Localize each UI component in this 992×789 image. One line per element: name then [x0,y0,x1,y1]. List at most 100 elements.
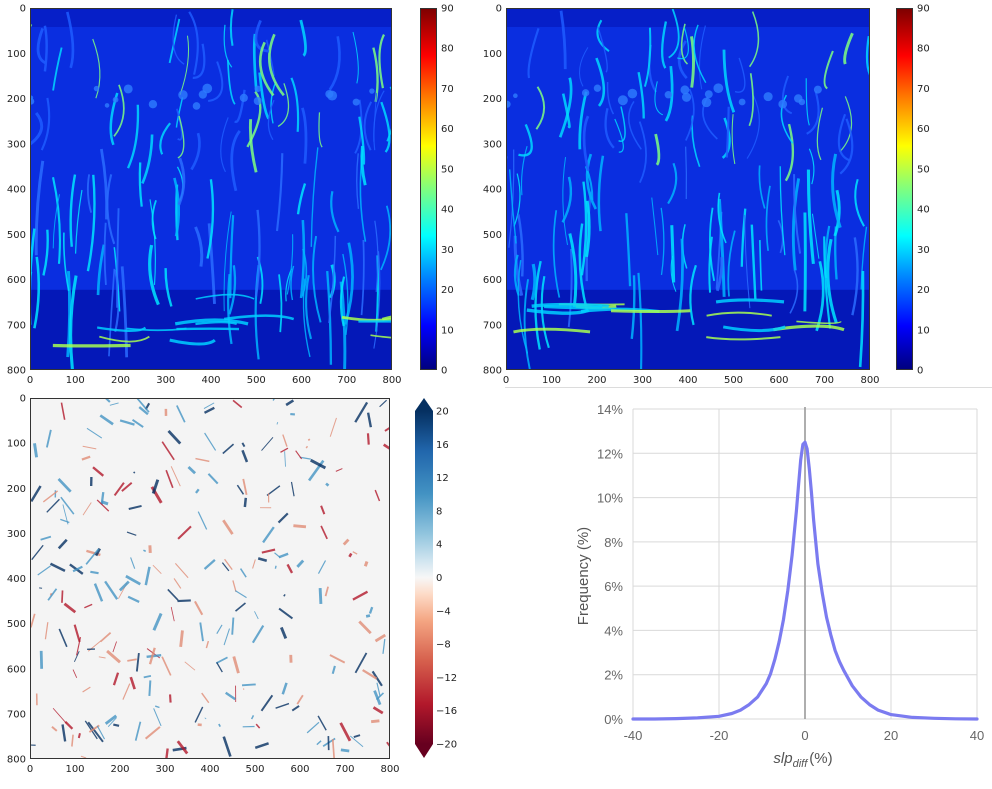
heatmap-image-1 [30,8,392,370]
y-tick-label: 600 [483,275,502,286]
colorbar-tick-label: 10 [441,325,454,336]
colorbar-tick-label: 60 [441,124,454,135]
colorbar-tick-label: 10 [917,325,930,336]
heatmap-image-2 [506,8,870,370]
y-tick-label: 200 [483,94,502,105]
x-tick-label: 700 [815,375,834,386]
y-tick-label: 400 [483,185,502,196]
y-tick-label: 800 [7,366,26,377]
y-tick-label: 10% [597,491,623,506]
x-tick-label: 400 [678,375,697,386]
y-tick-label: 500 [7,619,26,630]
x-tick-label: 700 [337,375,356,386]
colorbar-tick-label: 50 [441,164,454,175]
colorbar-tick-label: 16 [436,440,449,451]
line-chart-svg: 0% 2% 4% 6% 8% 10% 12% 14% -40 -20 0 20 40 Frequenc… [575,402,985,770]
x-tick-label: 0 [27,764,33,775]
colorbar-tick-label: 20 [917,285,930,296]
x-tick-labels: 0 100 200 300 400 500 600 700 800 [27,764,400,775]
x-tick-label: 40 [970,728,984,743]
x-tick-label: 200 [111,375,130,386]
x-tick-label: 600 [769,375,788,386]
heatmap-panel-difference: 0 100 200 300 400 500 600 700 800 0 100 200 300 400 5… [0,387,460,785]
colorbar-tick-label: 50 [917,164,930,175]
y-tick-label: 800 [483,366,502,377]
x-tick-label: 0 [503,375,509,386]
x-tick-labels: 0 100 200 300 400 500 600 700 800 [27,375,402,386]
colorbar-tick-label: 80 [917,44,930,55]
colorbar-tick-label: −8 [436,640,451,651]
y-tick-label: 700 [483,320,502,331]
y-tick-label: 0 [20,4,26,15]
y-axis-label: Frequency (%) [575,527,592,625]
y-tick-label: 700 [7,709,26,720]
y-tick-labels: 0 100 200 300 400 500 600 700 800 [7,4,26,377]
y-tick-label: 8% [604,535,623,550]
x-tick-label: 20 [884,728,898,743]
x-tick-label: 200 [110,764,129,775]
x-tick-labels: -40 -20 0 20 40 [624,728,985,743]
x-tick-label: 0 [801,728,808,743]
colorbar-tick-label: 40 [441,205,454,216]
x-tick-label: 200 [587,375,606,386]
colorbar-tick-label: 90 [441,4,454,15]
x-tick-label: 400 [200,764,219,775]
x-tick-label: 300 [156,375,175,386]
y-tick-label: 0% [604,712,623,727]
y-tick-label: 14% [597,402,623,417]
colorbar-tick-label: −4 [436,606,451,617]
y-tick-label: 200 [7,94,26,105]
colorbar-tick-label: 30 [441,245,454,256]
x-tick-label: 800 [860,375,879,386]
colorbar-tick-label: 20 [436,407,449,418]
panel-divider [505,387,992,388]
colorbar-top-arrow [415,398,433,411]
y-tick-label: 100 [483,49,502,60]
colorbar-tick-label: 60 [917,124,930,135]
colorbar-tick-label: 40 [917,205,930,216]
colorbar-tick-labels: 0 10 20 30 40 50 60 70 80 90 [441,4,454,377]
colorbar-tick-label: −12 [436,673,457,684]
x-tick-label: 500 [247,375,266,386]
x-tick-label: 0 [27,375,33,386]
colorbar-tick-label: 12 [436,473,449,484]
colorbar-tick-label: −16 [436,706,457,717]
x-tick-label: -40 [624,728,643,743]
colorbar-tick-label: 0 [917,366,923,377]
colorbar-tick-label: 8 [436,506,442,517]
x-axis-label-unit: (%) [809,750,832,767]
x-tick-label: 300 [633,375,652,386]
colorbar-tick-label: 0 [441,366,447,377]
y-tick-label: 500 [483,230,502,241]
x-tick-label: 700 [335,764,354,775]
x-tick-label: 500 [724,375,743,386]
colorbar-tick-label: 30 [917,245,930,256]
colorbar-tick-label: −20 [436,740,457,751]
series-line-frequency [631,440,979,721]
y-tick-label: 100 [7,439,26,450]
x-axis-label-main: slp [773,750,792,767]
colorbar-tick-label: 0 [436,573,442,584]
y-tick-label: 500 [7,230,26,241]
colorbar-tick-label: 90 [917,4,930,15]
heatmap-panel-slope-2: 0 100 200 300 400 500 600 700 800 0 100 200 300 400 5… [476,0,976,387]
colorbar-tick-label: 4 [436,540,442,551]
frequency-line-chart: 0% 2% 4% 6% 8% 10% 12% 14% -40 -20 0 20 40 Frequenc… [505,388,992,785]
colorbar-1 [420,8,437,370]
x-tick-labels: 0 100 200 300 400 500 600 700 800 [503,375,880,386]
x-tick-label: -20 [710,728,729,743]
y-tick-labels: 0 100 200 300 400 500 600 700 800 [7,394,26,766]
y-tick-label: 300 [7,139,26,150]
colorbar-tick-label: 80 [441,44,454,55]
x-tick-label: 600 [292,375,311,386]
colorbar-3 [415,411,433,744]
x-tick-label: 100 [542,375,561,386]
y-tick-label: 2% [604,668,623,683]
y-tick-label: 4% [604,623,623,638]
y-tick-labels: 0% 2% 4% 6% 8% 10% 12% 14% [597,402,623,727]
y-tick-label: 100 [7,49,26,60]
y-tick-label: 800 [7,755,26,766]
x-axis-label-subscript: diff [793,758,809,770]
heatmap-panel-slope-1: 0 100 200 300 400 500 600 700 800 0 100 200 300 400 5… [0,0,460,387]
